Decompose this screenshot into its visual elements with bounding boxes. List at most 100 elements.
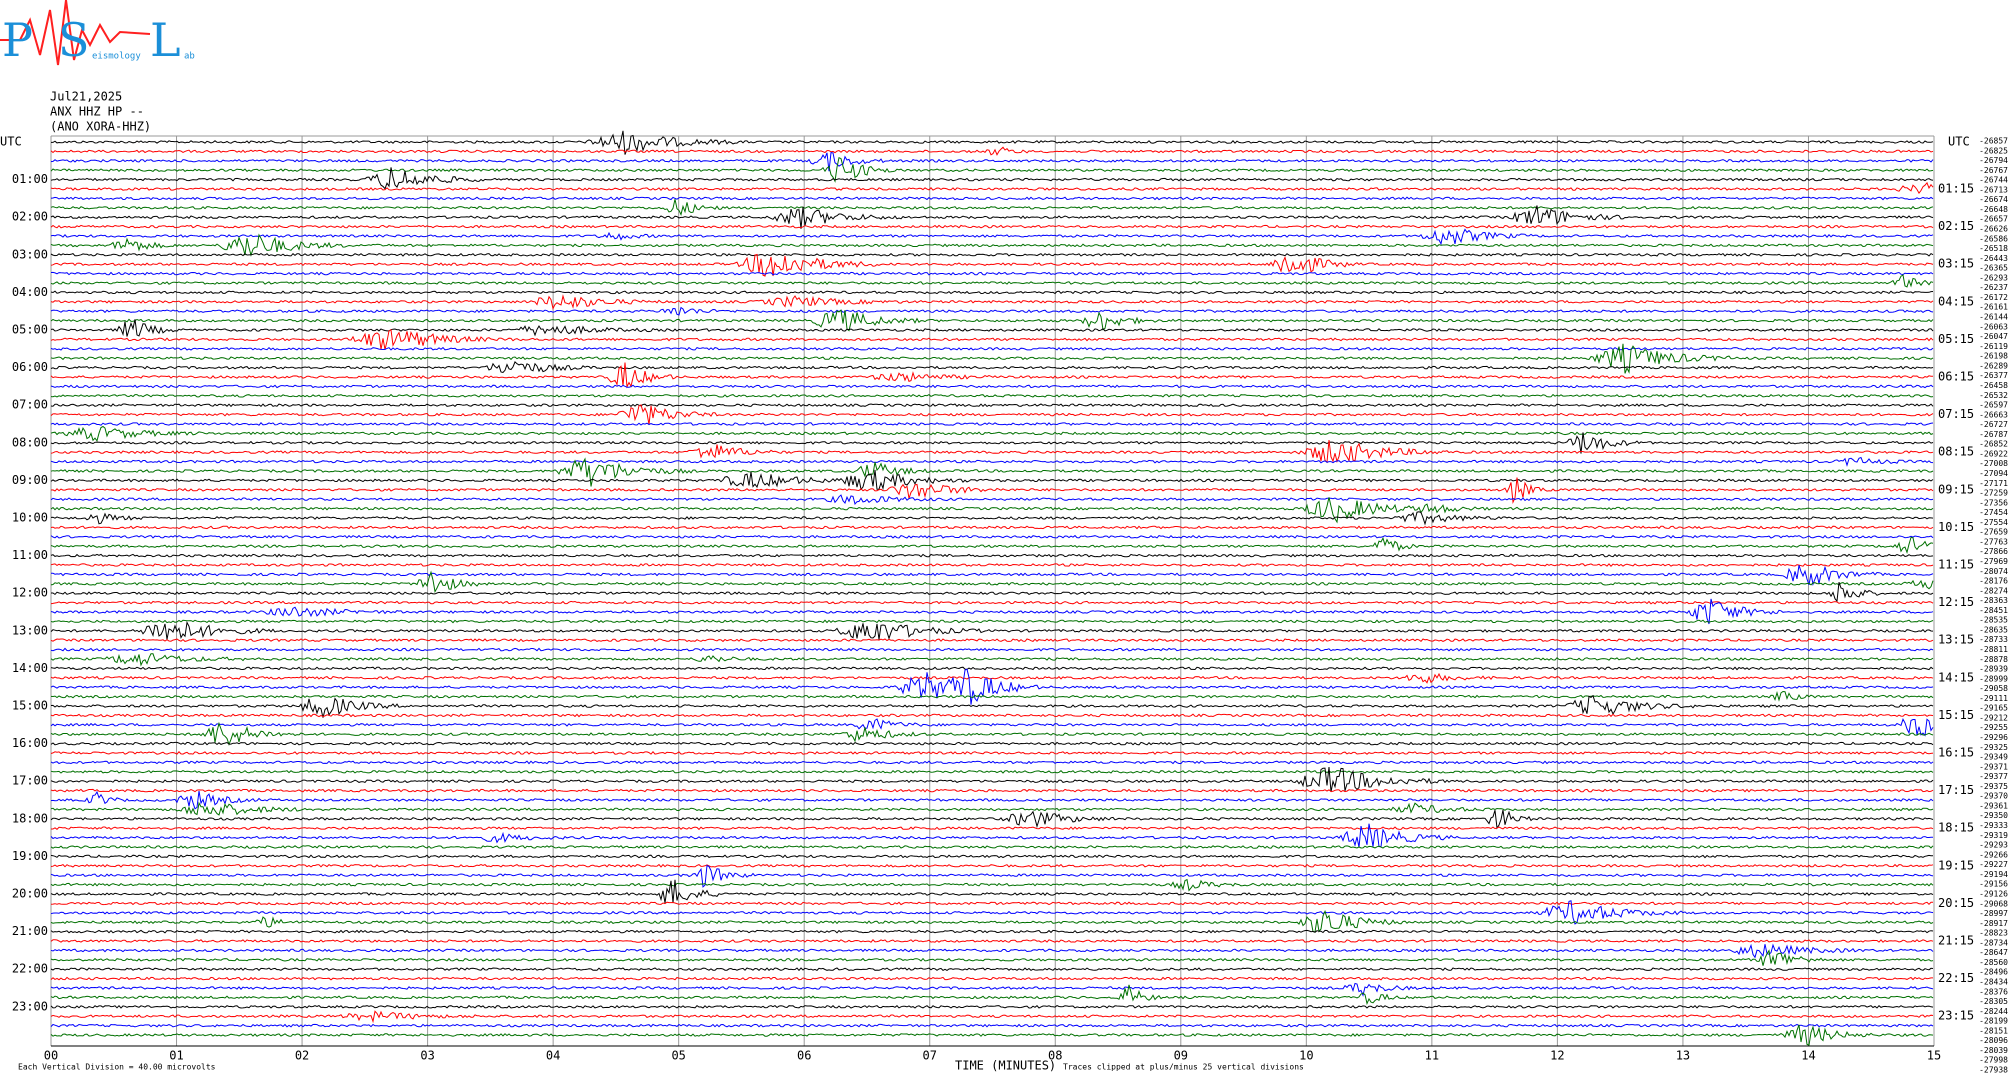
right-hour-label: 04:15 (1938, 294, 1974, 308)
seismic-trace (50, 361, 1934, 374)
seismic-trace (50, 274, 1934, 288)
trace-offset-label: -28811 (1979, 645, 2008, 654)
header-line: ANX HHZ HP -- (50, 105, 144, 119)
right-hour-label: 11:15 (1938, 558, 1974, 572)
seismic-trace (50, 393, 1934, 398)
trace-offset-label: -26857 (1979, 137, 2008, 146)
seismic-trace (50, 1023, 1934, 1028)
trace-offset-label: -28733 (1979, 635, 2008, 644)
seismic-trace (50, 751, 1934, 755)
trace-offset-label: -26047 (1979, 332, 2008, 341)
seismic-trace (50, 346, 1934, 351)
seismic-trace (50, 181, 1934, 195)
trace-offset-label: -27938 (1979, 1066, 2008, 1075)
trace-offset-label: -26767 (1979, 166, 2008, 175)
x-tick-label: 06 (797, 1049, 811, 1063)
seismic-trace (50, 156, 1934, 183)
left-hour-label: 09:00 (12, 473, 48, 487)
trace-offset-label: -28434 (1979, 977, 2008, 986)
seismic-trace (50, 306, 1934, 316)
seismic-trace (50, 854, 1934, 859)
logo-letter: S (58, 13, 90, 67)
x-tick-label: 03 (420, 1049, 434, 1063)
seismic-trace (51, 826, 1934, 831)
seismic-trace (50, 294, 1934, 310)
seismic-trace (50, 146, 1934, 156)
right-hour-label: 03:15 (1938, 257, 1974, 271)
right-hour-label: 02:15 (1938, 219, 1974, 233)
header-line: Jul21,2025 (50, 90, 122, 104)
trace-offset-label: -29325 (1979, 743, 2008, 752)
trace-offset-label: -28305 (1979, 997, 2008, 1006)
left-hour-label: 15:00 (12, 699, 48, 713)
seismic-trace (50, 879, 1934, 903)
seismic-trace (51, 565, 1934, 587)
right-hour-label: 17:15 (1938, 783, 1974, 797)
left-hour-label: 16:00 (12, 736, 48, 750)
trace-offset-label: -26518 (1979, 244, 2008, 253)
trace-offset-label: -29296 (1979, 733, 2008, 742)
trace-offset-label: -26198 (1979, 352, 2008, 361)
left-hour-label: 03:00 (12, 247, 48, 261)
trace-offset-label: -26626 (1979, 225, 2008, 234)
trace-offset-label: -28635 (1979, 625, 2008, 634)
seismic-trace (50, 760, 1934, 765)
seismic-trace (50, 845, 1934, 849)
logo-letter: P (2, 13, 33, 67)
trace-offset-label: -27998 (1979, 1056, 2008, 1065)
seismic-trace (50, 511, 1934, 526)
trace-offset-label: -28274 (1979, 586, 2008, 595)
seismic-trace (50, 456, 1934, 467)
x-tick-label: 01 (169, 1049, 183, 1063)
trace-offset-label: -27356 (1979, 498, 2008, 507)
trace-offset-label: -29266 (1979, 850, 2008, 859)
trace-offset-label: -29333 (1979, 821, 2008, 830)
seismic-trace (50, 863, 1934, 868)
seismic-trace (50, 271, 1934, 276)
right-hour-label: 23:15 (1938, 1009, 1974, 1023)
seismic-trace (50, 497, 1934, 524)
trace-offset-label: -29165 (1979, 704, 2008, 713)
seismic-trace (50, 694, 1934, 718)
trace-offset-label: -29377 (1979, 772, 2008, 781)
right-hour-label: 13:15 (1938, 633, 1974, 647)
trace-offset-label: -28939 (1979, 665, 2008, 674)
seismic-trace (50, 403, 1934, 408)
seismic-trace (50, 1010, 1934, 1024)
header-line: (ANO XORA-HHZ) (50, 120, 151, 134)
x-tick-label: 12 (1550, 1049, 1564, 1063)
trace-offset-label: -29349 (1979, 753, 2008, 762)
left-hour-label: 05:00 (12, 323, 48, 337)
trace-offset-label: -29319 (1979, 831, 2008, 840)
seismic-trace (50, 982, 1934, 997)
seismic-trace (50, 199, 1934, 216)
seismic-trace (50, 563, 1934, 567)
trace-offset-label: -29068 (1979, 899, 2008, 908)
trace-offset-label: -26657 (1979, 215, 2008, 224)
seismic-trace (50, 909, 1934, 933)
right-hour-label: 06:15 (1938, 370, 1974, 384)
trace-offset-label: -29375 (1979, 782, 2008, 791)
trace-offset-label: -26365 (1979, 264, 2008, 273)
seismic-trace (50, 422, 1934, 426)
seismic-trace (50, 384, 1934, 389)
logo-letter: L (150, 13, 181, 67)
x-tick-label: 10 (1299, 1049, 1313, 1063)
trace-offset-label: -29293 (1979, 841, 2008, 850)
seismic-trace (50, 253, 1934, 277)
seismic-trace (50, 619, 1934, 624)
seismic-trace (50, 668, 1934, 705)
left-hour-label: 13:00 (12, 623, 48, 637)
trace-offset-label: -29111 (1979, 694, 2008, 703)
right-hour-label: 05:15 (1938, 332, 1974, 346)
trace-offset-label: -27763 (1979, 537, 2008, 546)
seismic-trace (50, 790, 1934, 810)
seismic-trace (50, 598, 1934, 625)
trace-offset-label: -26144 (1979, 313, 2008, 322)
trace-offset-label: -27171 (1979, 479, 2008, 488)
trace-offset-label: -26293 (1979, 273, 2008, 282)
left-hour-label: 10:00 (12, 511, 48, 525)
trace-offset-label: -26727 (1979, 420, 2008, 429)
right-hour-label: 10:15 (1938, 520, 1974, 534)
trace-offset-label: -26586 (1979, 234, 2008, 243)
